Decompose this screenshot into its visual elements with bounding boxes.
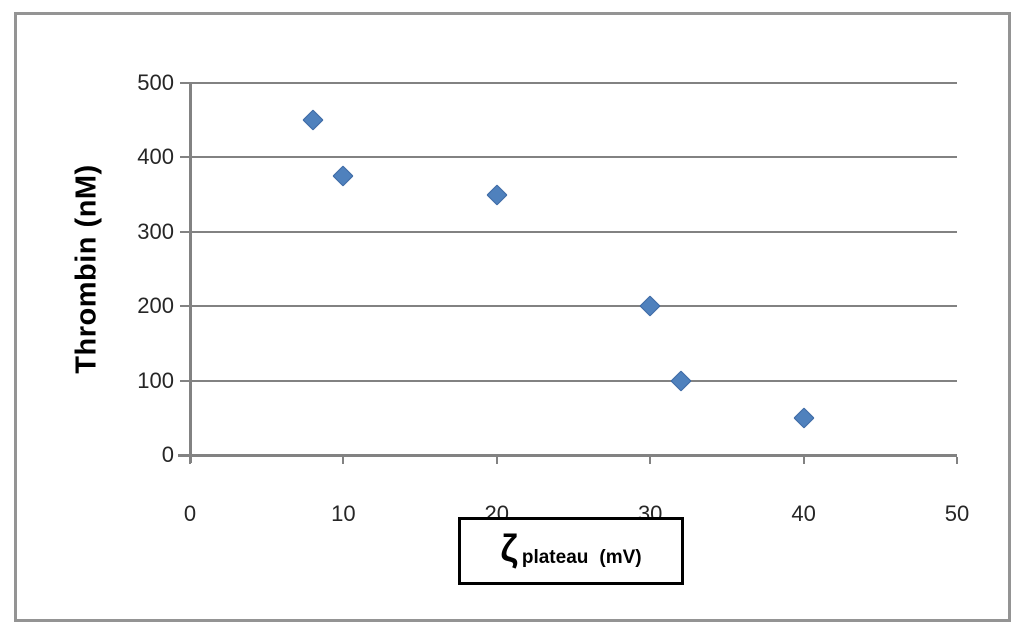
y-tick-label-400: 400 [137,144,174,170]
x-tick-20 [495,457,498,464]
y-tick-label-100: 100 [137,367,174,393]
y-tick-label-500: 500 [137,70,174,95]
gridline-y-100 [180,379,957,382]
x-tick-30 [649,457,652,464]
x-axis-title-units: (mV) [599,547,642,568]
gridline-y-500 [180,82,957,84]
x-tick-40 [802,457,805,464]
y-axis-title: Thrombin (nM) [70,164,103,374]
x-tick-label-0: 0 [183,501,197,526]
x-axis-title-box: ζ plateau (mV) [458,517,684,585]
y-axis-line [189,83,192,463]
y-tick-label-0: 0 [161,442,174,467]
y-tick-label-300: 300 [137,218,174,244]
x-tick-50 [956,457,958,464]
x-axis-line [178,454,957,457]
gridline-y-300 [180,230,957,233]
y-tick-label-200: 200 [137,293,174,319]
x-tick-label-10: 10 [331,501,356,526]
gridline-y-400 [180,156,957,159]
x-tick-0 [189,457,191,464]
x-tick-10 [342,457,345,464]
gridline-y-200 [180,305,957,308]
x-tick-label-40: 40 [791,501,816,526]
x-tick-label-50: 50 [944,501,970,526]
x-axis-title-subscript: plateau [521,547,589,568]
zeta-symbol: ζ [500,528,518,570]
